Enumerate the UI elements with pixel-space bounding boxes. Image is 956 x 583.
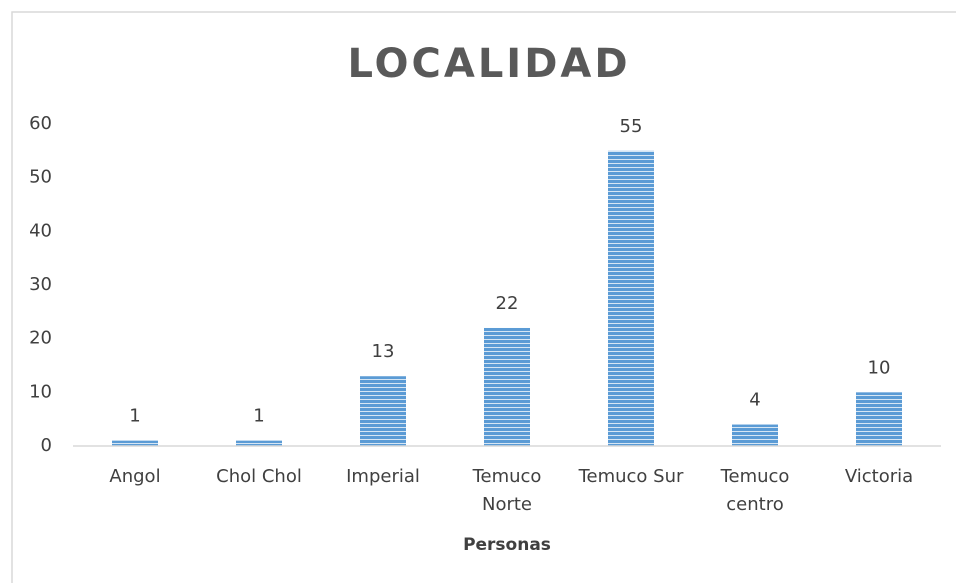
data-label: 55 [620, 116, 643, 137]
data-label: 10 [868, 357, 891, 378]
y-tick-label: 50 [29, 167, 52, 188]
bar [608, 150, 654, 447]
x-tick-label-line: Temuco [720, 466, 790, 487]
x-tick-label: Imperial [346, 466, 420, 487]
y-tick-label: 0 [41, 435, 52, 456]
chart-border [11, 11, 956, 583]
x-tick-label-line: Temuco [472, 466, 542, 487]
x-tick-label: Chol Chol [216, 466, 302, 487]
y-tick-label: 10 [29, 381, 52, 402]
bar [732, 424, 778, 446]
bar [236, 440, 282, 446]
x-tick-label: Angol [109, 466, 160, 487]
x-tick-label-line: centro [726, 494, 783, 515]
x-tick-label: Victoria [845, 466, 913, 487]
x-tick-label: Temuco Norte [472, 466, 542, 515]
chart-title: LOCALIDAD [347, 41, 630, 87]
x-tick-label: Temuco Sur [578, 466, 684, 487]
bar [360, 376, 406, 446]
y-tick-label: 40 [29, 220, 52, 241]
x-tick-label: Temuco centro [720, 466, 790, 515]
data-label: 4 [749, 390, 760, 411]
data-label: 13 [372, 341, 395, 362]
y-tick-label: 20 [29, 328, 52, 349]
data-label: 1 [129, 406, 140, 427]
y-tick-label: 30 [29, 274, 52, 295]
data-label: 22 [496, 293, 519, 314]
x-tick-label-line: Norte [482, 494, 532, 515]
x-axis-title: Personas [463, 535, 551, 555]
bar [856, 392, 902, 446]
bar [484, 327, 530, 446]
data-label: 1 [253, 406, 264, 427]
bar [112, 440, 158, 446]
y-tick-label: 60 [29, 113, 52, 134]
